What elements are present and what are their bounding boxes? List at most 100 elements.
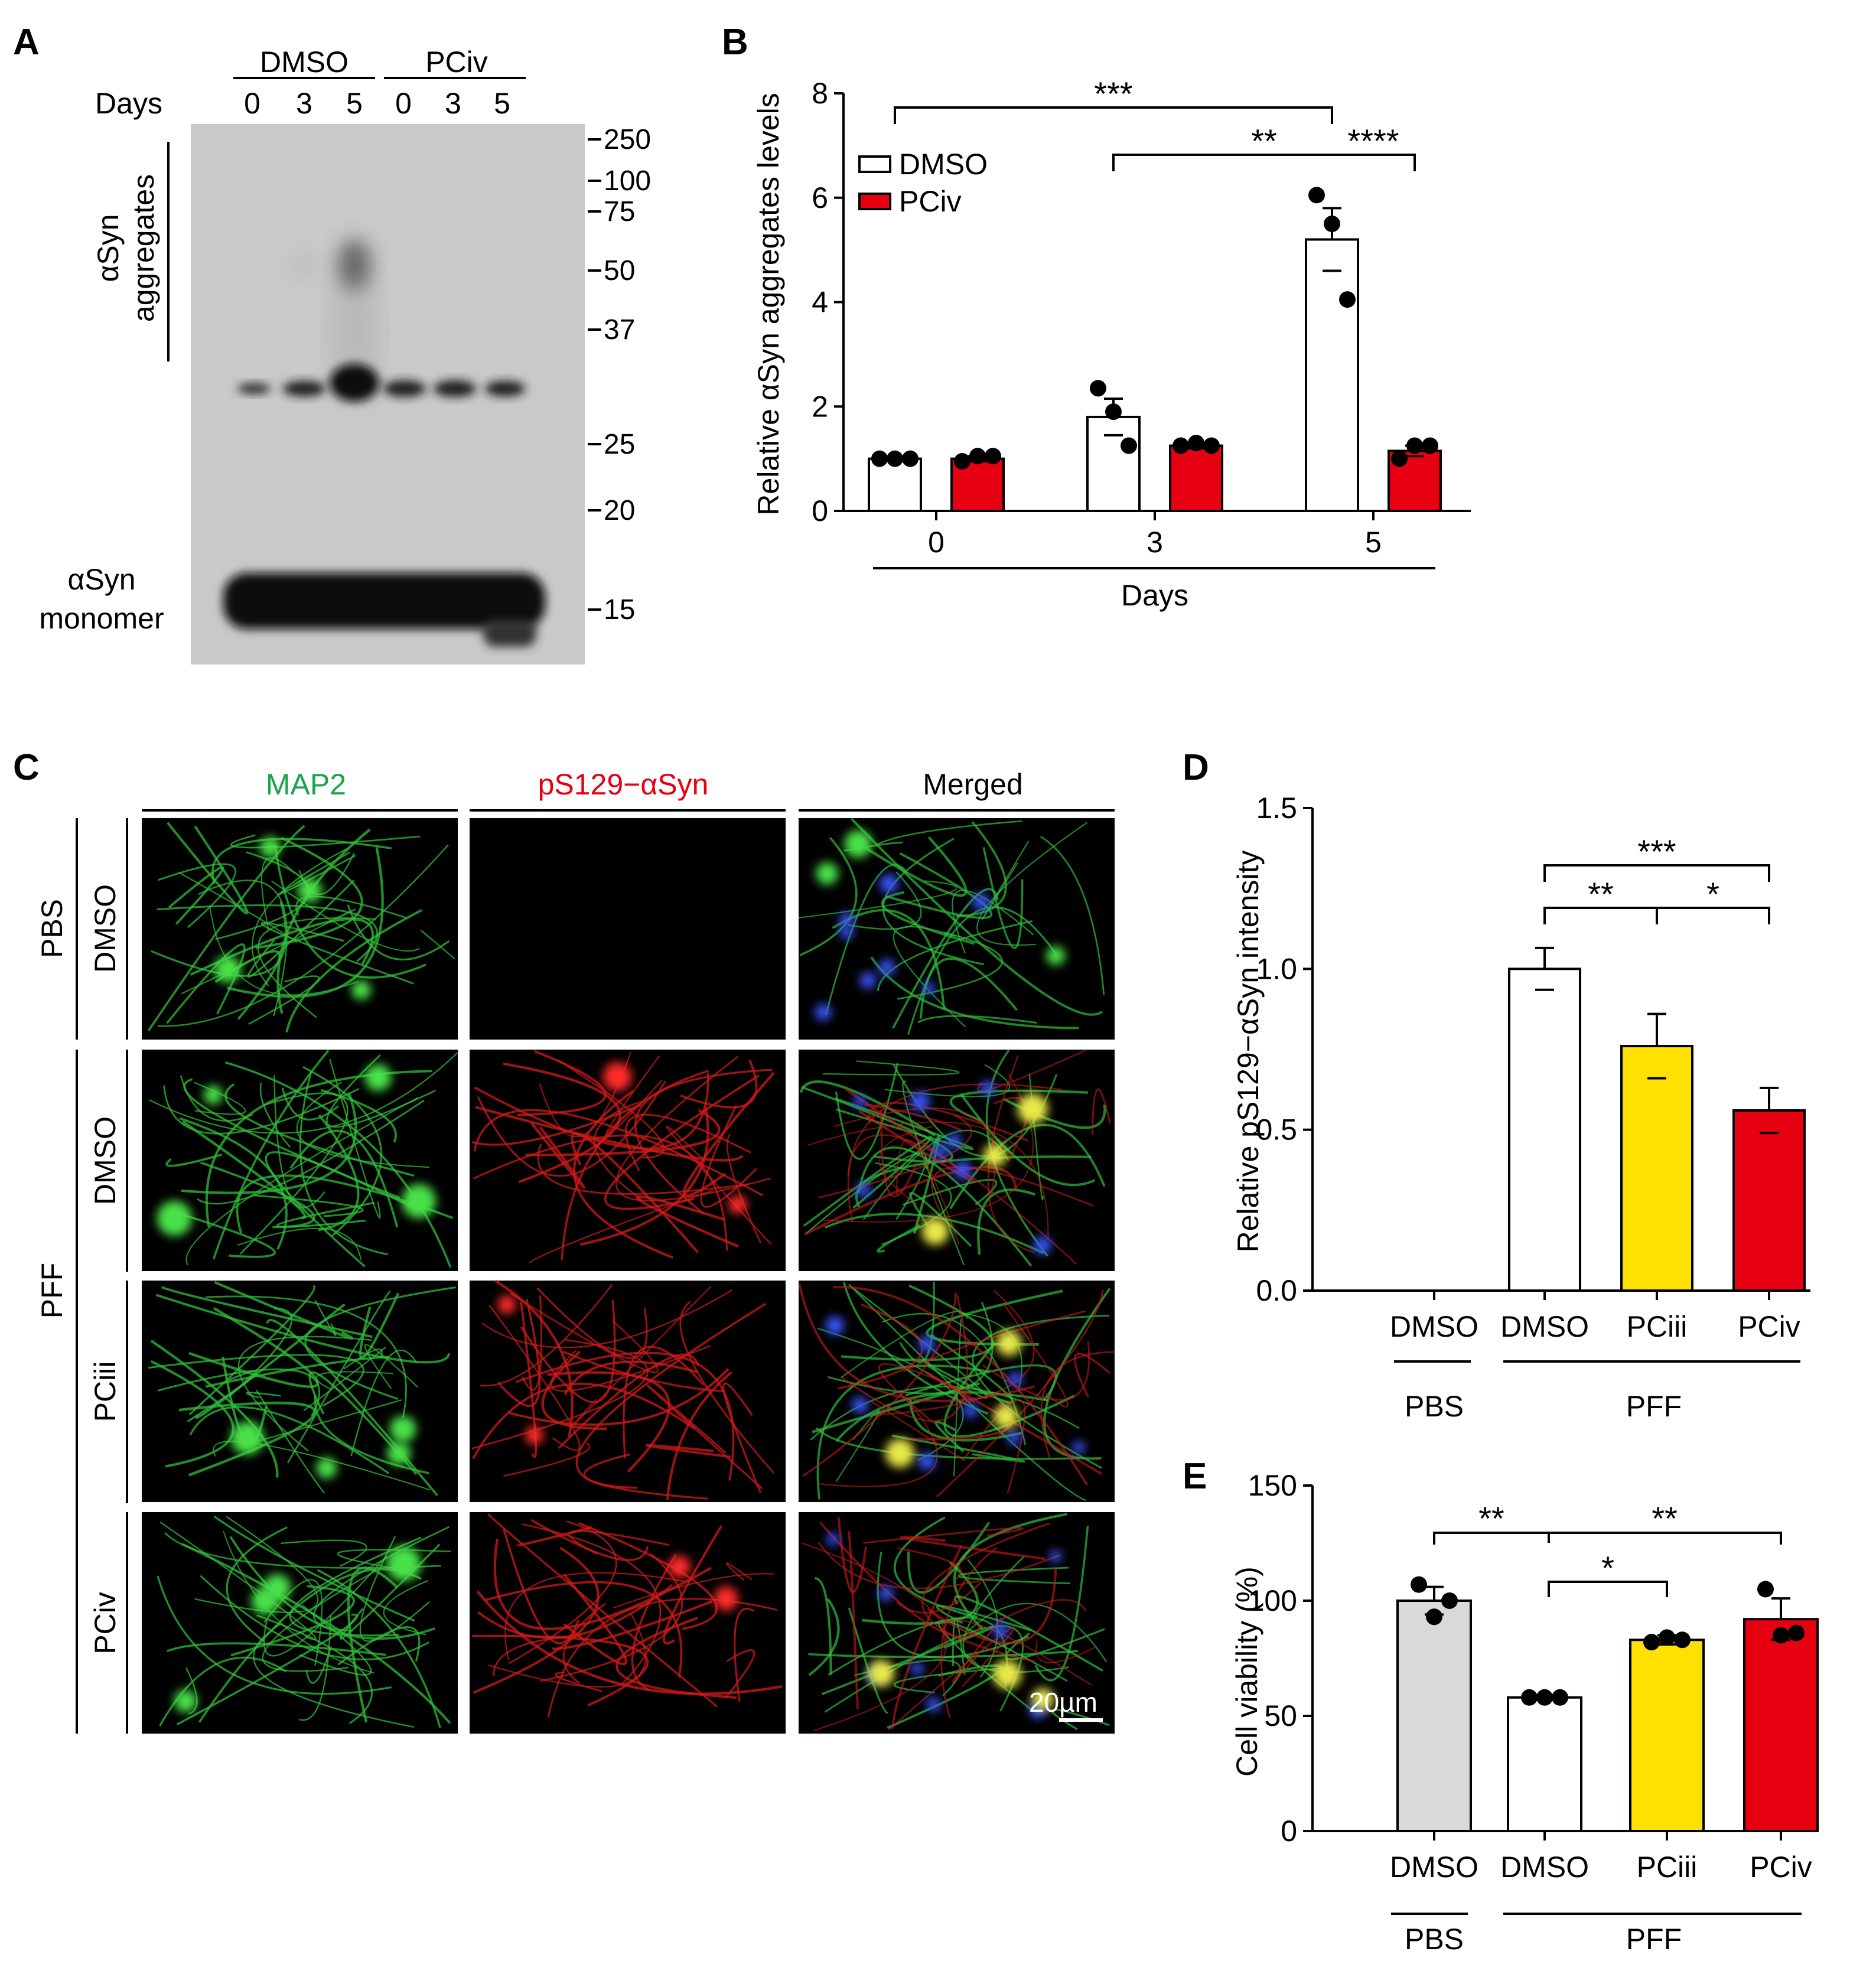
panel-b-chart: Relative αSyn aggregates levels Days DMS…: [752, 75, 1471, 612]
neurite: [976, 822, 1088, 946]
panel-letter-c: C: [13, 747, 40, 788]
neurite: [251, 848, 349, 987]
neurite: [615, 1617, 737, 1699]
blot-lane-day: 3: [445, 87, 461, 120]
panel-letter-b: B: [722, 22, 748, 63]
chart-e-group-pff: PFF: [1626, 1923, 1682, 1956]
cell-body: [157, 1201, 192, 1236]
significance-bracket: [894, 106, 1333, 124]
panel-letter-e: E: [1183, 1456, 1207, 1497]
blot-band: [330, 364, 379, 402]
neurite: [819, 1113, 972, 1198]
data-point: [1426, 1608, 1442, 1626]
marker-label: 15: [604, 594, 635, 626]
neurite: [165, 1153, 223, 1167]
neurite: [475, 1106, 744, 1162]
neurite: [880, 1109, 918, 1198]
y-tick-label: 0: [812, 494, 828, 527]
neurite: [802, 1292, 957, 1477]
neurite: [907, 1522, 991, 1594]
neurite: [190, 918, 374, 976]
neurite: [878, 1126, 933, 1204]
neurite: [530, 1122, 585, 1189]
neurite: [700, 1105, 758, 1208]
neurite: [148, 1052, 458, 1134]
blot-smear: [292, 254, 316, 278]
neurite: [943, 1619, 1092, 1686]
neurite: [885, 852, 993, 919]
panel-d-chart: Relative pS129−αSyn intensity PBS PFF 0.…: [1232, 791, 1810, 1423]
micro-tile: [470, 818, 786, 1040]
cell-body: [853, 1095, 867, 1108]
neurite: [230, 1585, 355, 1657]
neurite: [347, 904, 450, 961]
neurite: [364, 1344, 419, 1389]
neurite: [256, 1390, 325, 1494]
micro-row-label: PCiii: [89, 1361, 122, 1422]
micro-tile: [799, 1049, 1115, 1271]
marker-label: 75: [604, 196, 635, 227]
neurite: [206, 1295, 407, 1418]
neurite: [864, 1103, 963, 1132]
data-point: [1121, 437, 1137, 454]
neurite: [832, 908, 946, 1010]
neurite: [734, 1607, 755, 1702]
data-point: [1441, 1592, 1458, 1609]
neurite: [807, 1121, 1049, 1240]
cell-body: [868, 1660, 895, 1687]
neurite: [159, 1522, 317, 1640]
cell-body: [918, 1452, 936, 1470]
neurite: [808, 1598, 840, 1676]
legend-label-dmso: DMSO: [899, 148, 988, 181]
neurite: [725, 1562, 753, 1581]
neurite: [845, 1087, 975, 1183]
micro-tile-background: [142, 1050, 458, 1271]
neurite: [197, 1099, 425, 1205]
neurite: [679, 1301, 774, 1474]
neurite: [205, 1356, 389, 1388]
data-point: [1422, 437, 1438, 454]
micro-column-map2: MAP2: [266, 768, 346, 801]
blot-aggregates-label: aggregates: [127, 174, 160, 322]
marker-label: 37: [604, 314, 635, 346]
neurite: [493, 1539, 712, 1630]
data-point: [985, 448, 1001, 465]
data-point: [1188, 435, 1204, 452]
neurite: [541, 1350, 607, 1431]
bar: [1169, 444, 1223, 512]
x-tick-label: 3: [1147, 526, 1163, 559]
neurite: [1004, 1628, 1105, 1660]
neurite: [305, 1647, 332, 1684]
neurite: [881, 1312, 1027, 1445]
neurite: [150, 1340, 279, 1478]
neurite: [185, 1097, 419, 1266]
cell-body: [728, 1195, 747, 1214]
cell-body: [815, 1004, 832, 1021]
neurite: [471, 1339, 649, 1449]
significance-label: ****: [1347, 122, 1399, 159]
cell-body: [1007, 1431, 1021, 1445]
legend-swatch-pciv: [858, 193, 891, 210]
neurite: [893, 1666, 1013, 1694]
neurite: [477, 1584, 673, 1639]
neurite: [304, 1286, 457, 1400]
neurite: [308, 1371, 418, 1475]
neurite: [838, 1303, 924, 1390]
bar: [868, 457, 922, 512]
neurite: [214, 950, 281, 1020]
bar: [1620, 1045, 1693, 1292]
bar: [1508, 968, 1581, 1292]
cell-body: [1017, 1093, 1048, 1124]
neurite: [325, 1054, 436, 1128]
cell-body: [993, 1623, 1008, 1638]
neurite: [615, 1056, 771, 1201]
neurite: [888, 1626, 1015, 1731]
blot-band: [237, 383, 271, 394]
neurite: [225, 1061, 452, 1268]
neurite: [636, 1195, 739, 1248]
blot-band: [434, 380, 476, 397]
blot-smear: [338, 239, 371, 292]
micro-tile: [142, 818, 458, 1040]
y-tick-label: 1.0: [1256, 952, 1297, 985]
data-point: [1172, 437, 1189, 454]
